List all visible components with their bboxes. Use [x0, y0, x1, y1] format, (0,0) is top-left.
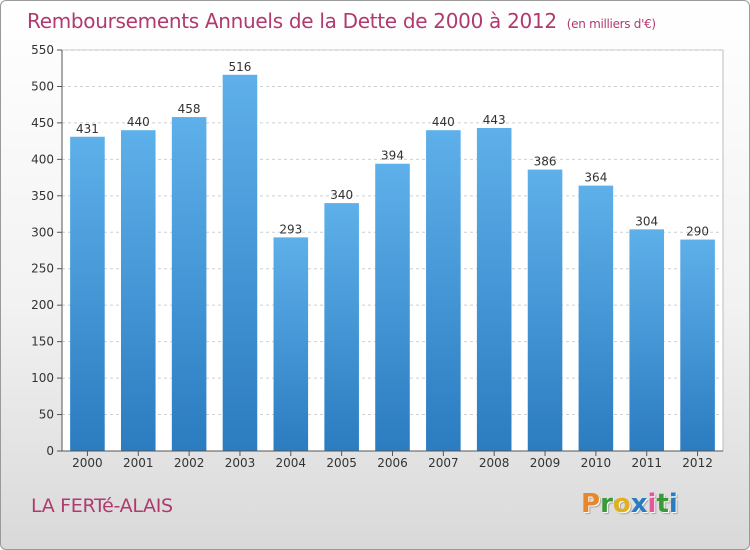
- data-label: 340: [330, 188, 353, 202]
- logo-letter: t: [656, 489, 669, 519]
- logo-letter: x: [630, 489, 648, 519]
- x-tick-label: 2012: [682, 456, 713, 470]
- bar: [527, 169, 563, 451]
- data-label: 290: [686, 225, 709, 239]
- logo-letter: r: [600, 489, 613, 519]
- commune-name: LA FERTé-ALAIS: [31, 495, 173, 517]
- logo-letter: i: [647, 489, 657, 519]
- x-tick-label: 2006: [377, 456, 408, 470]
- data-label: 431: [76, 122, 99, 136]
- data-label: 458: [178, 102, 201, 116]
- chart-title: Remboursements Annuels de la Dette de 20…: [27, 9, 656, 33]
- data-label: 440: [127, 115, 150, 129]
- y-tick-label: 200: [31, 298, 54, 312]
- proxiti-logo: Proxiti: [581, 489, 678, 519]
- data-label: 293: [279, 222, 302, 236]
- y-tick-label: 0: [46, 444, 54, 458]
- bar: [171, 117, 207, 452]
- y-tick-label: 100: [31, 371, 54, 385]
- x-tick-label: 2001: [123, 456, 154, 470]
- data-label: 364: [584, 171, 607, 185]
- x-tick-label: 2007: [428, 456, 459, 470]
- bar: [680, 239, 715, 451]
- bar: [222, 74, 258, 451]
- data-label: 394: [381, 149, 404, 163]
- data-label: 443: [483, 113, 506, 127]
- logo-letter: o: [612, 489, 631, 519]
- y-tick-label: 350: [31, 189, 54, 203]
- x-tick-label: 2010: [581, 456, 612, 470]
- y-tick-label: 150: [31, 335, 54, 349]
- x-tick-label: 2008: [479, 456, 510, 470]
- data-label: 440: [432, 115, 455, 129]
- y-tick-label: 300: [31, 225, 54, 239]
- y-tick-label: 550: [31, 43, 54, 57]
- x-tick-label: 2002: [174, 456, 205, 470]
- x-tick-label: 2005: [326, 456, 357, 470]
- data-label: 386: [534, 155, 557, 169]
- bar: [70, 136, 105, 451]
- y-tick-label: 450: [31, 116, 54, 130]
- chart-title-text: Remboursements Annuels de la Dette de 20…: [27, 9, 557, 33]
- x-tick-label: 2009: [530, 456, 561, 470]
- x-tick-label: 2000: [72, 456, 103, 470]
- y-tick-label: 50: [39, 408, 54, 422]
- bar: [273, 237, 309, 451]
- chart-unit: (en milliers d'€): [566, 17, 656, 31]
- logo-letter: i: [668, 489, 678, 519]
- bar: [476, 128, 512, 451]
- y-tick-label: 500: [31, 79, 54, 93]
- bar: [426, 130, 461, 451]
- bar: [120, 130, 156, 451]
- x-tick-label: 2003: [225, 456, 256, 470]
- x-tick-label: 2004: [276, 456, 307, 470]
- bar: [578, 185, 614, 452]
- bar: [375, 163, 410, 452]
- x-tick-label: 2011: [631, 456, 662, 470]
- y-tick-label: 400: [31, 152, 54, 166]
- y-tick-label: 250: [31, 262, 54, 276]
- bar: [629, 229, 665, 451]
- logo-letter: P: [581, 489, 601, 519]
- data-label: 304: [635, 214, 658, 228]
- bar: [324, 203, 359, 451]
- data-label: 516: [229, 60, 252, 74]
